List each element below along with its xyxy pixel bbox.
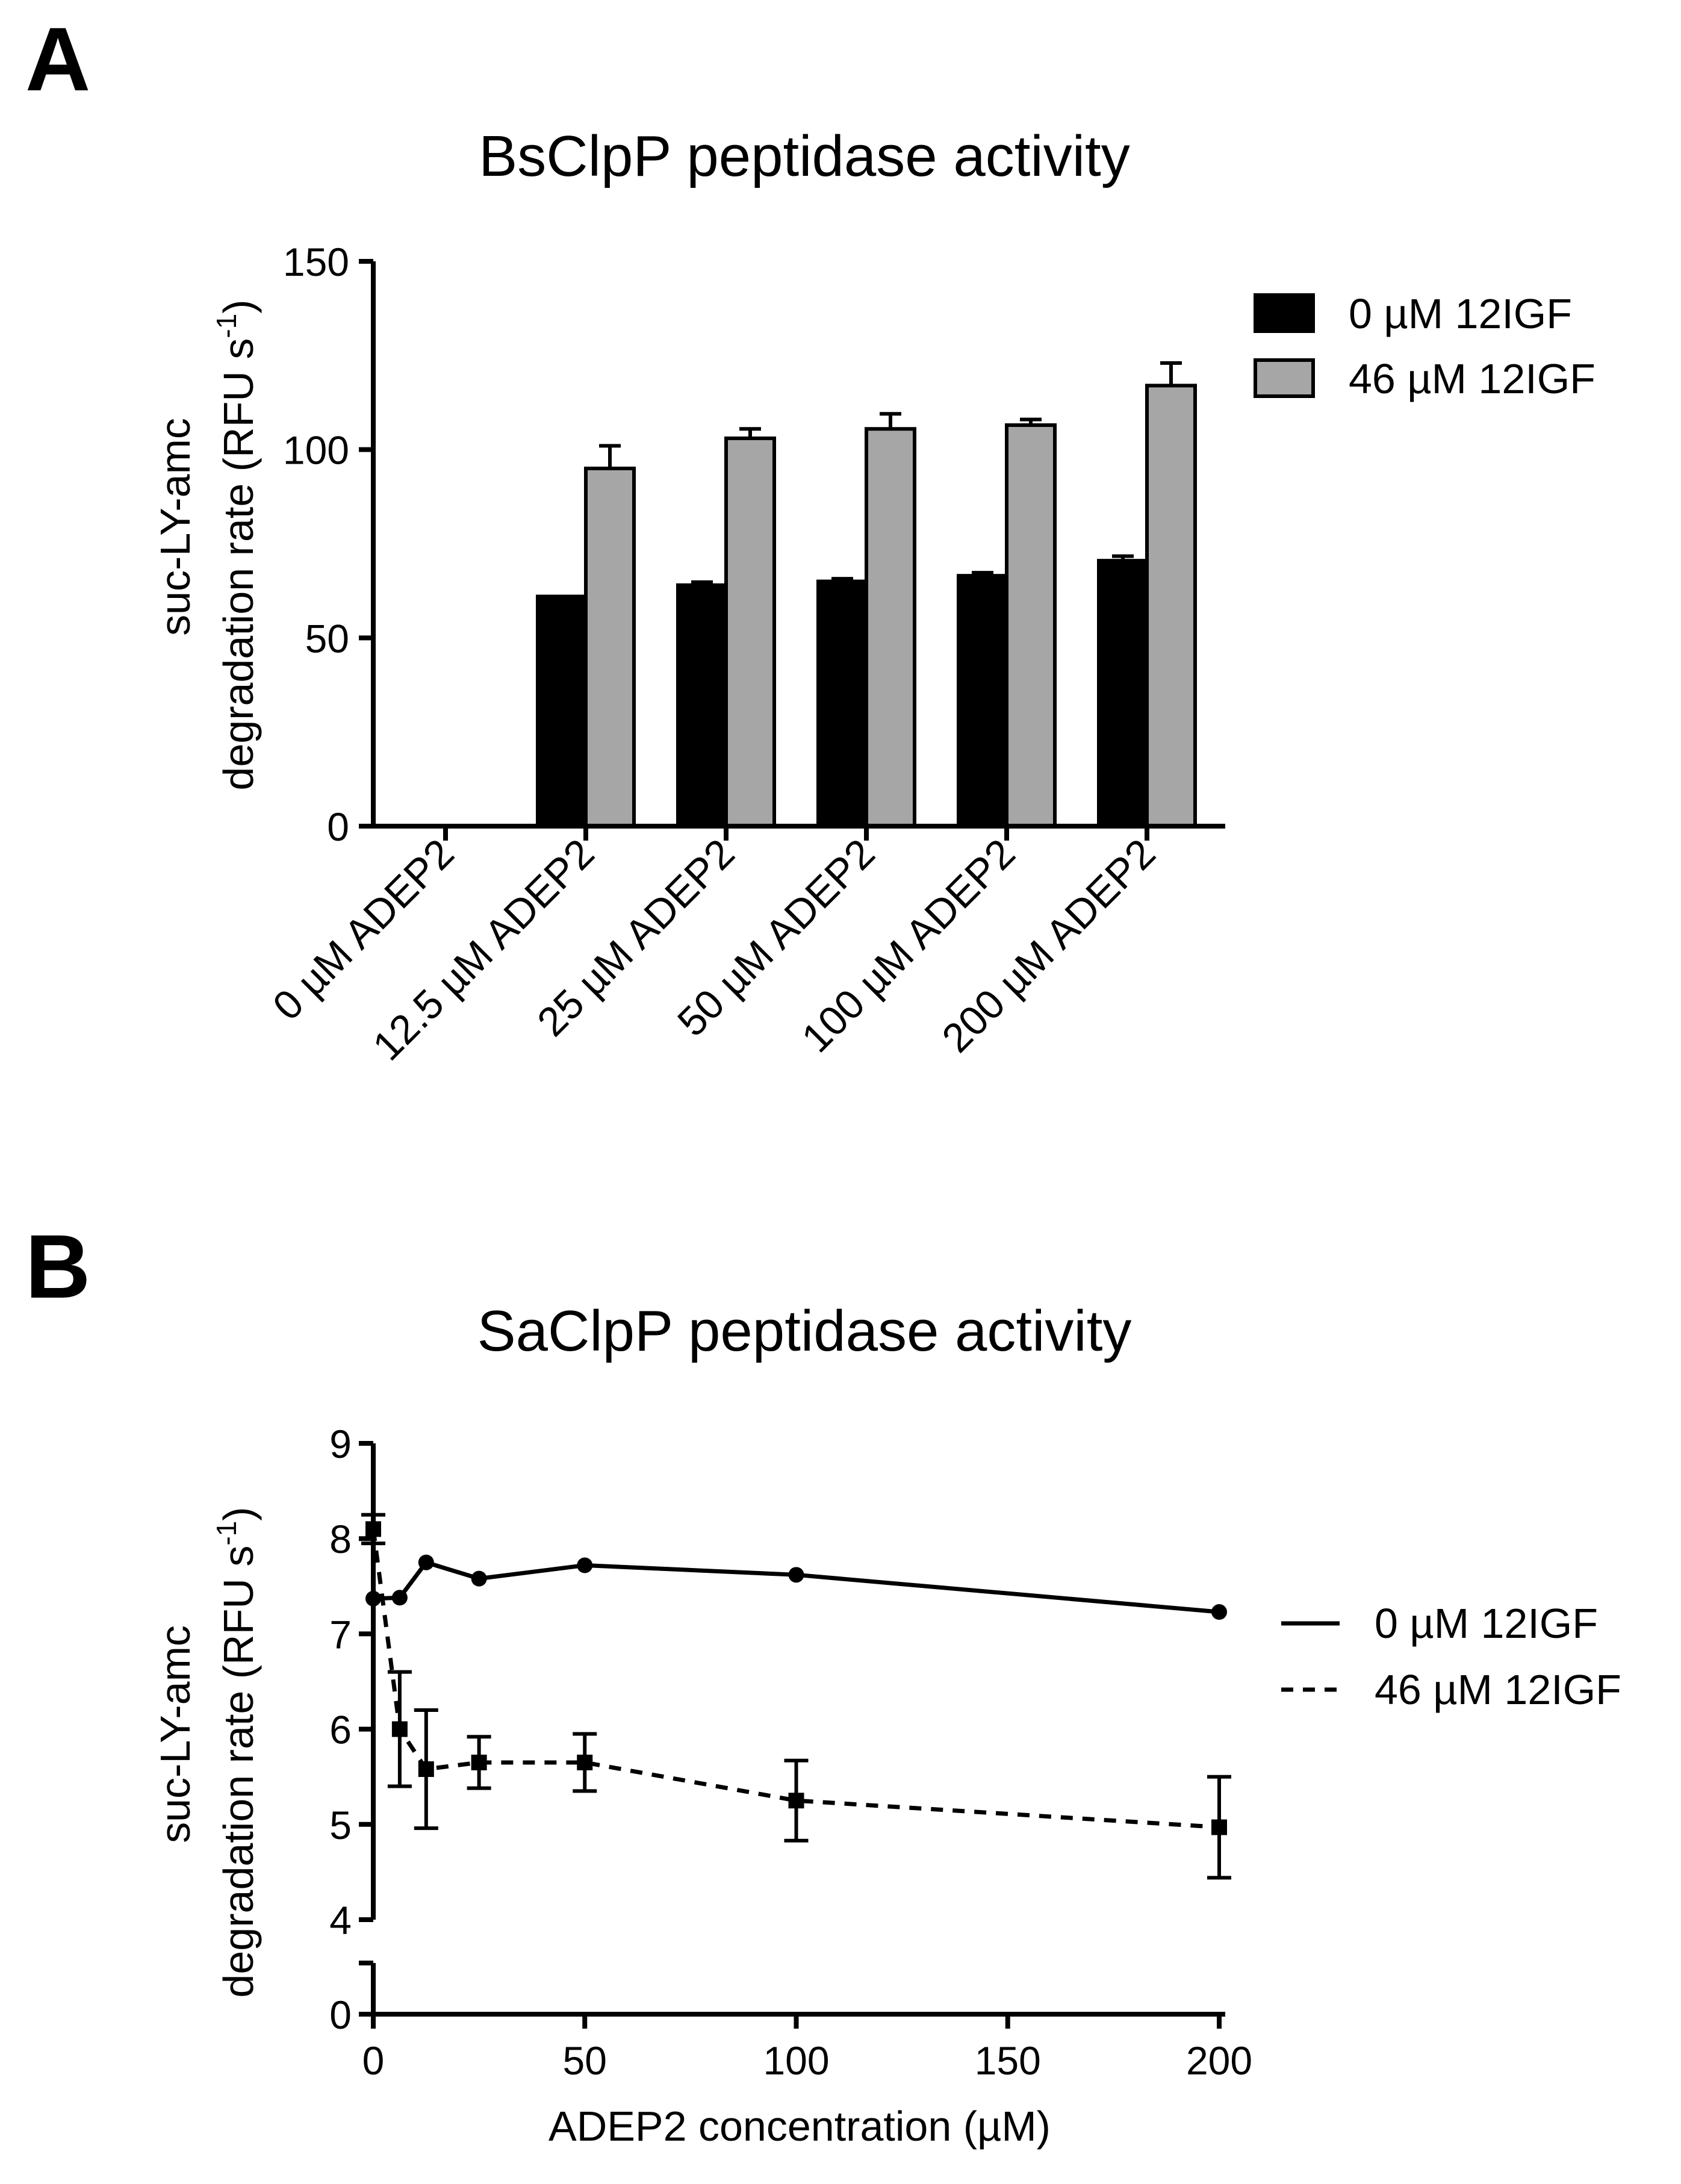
legend-a-swatch-0um: [1254, 293, 1315, 333]
panel-a: A BsClpP peptidase activity suc-LY-amc d…: [25, 8, 1596, 1069]
point-46um-6: [1211, 1819, 1227, 1835]
panel-b-x-tick-label-0: 0: [362, 2038, 385, 2083]
bar-46um-4: [1005, 423, 1057, 828]
panel-a-ylabel-line2: degradation rate (RFU s-1): [211, 299, 262, 790]
panel-b-ylabel-sup: -1: [211, 1521, 242, 1546]
panel-a-y-ticks: 0 50 100 150: [283, 240, 373, 849]
panel-b-ylabel-line1: suc-LY-amc: [152, 1625, 199, 1843]
panel-a-legend: 0 µM 12IGF 46 µM 12IGF: [1254, 290, 1596, 402]
panel-a-y-tick-label-100: 100: [283, 428, 349, 473]
panel-a-y-tick-label-150: 150: [283, 240, 349, 284]
panel-a-letter: A: [25, 8, 90, 110]
point-0um-3: [471, 1570, 487, 1587]
bar-0um-2: [676, 583, 728, 829]
bar-46um-5: [1145, 384, 1197, 828]
panel-b-y-tick-label-4: 4: [329, 1898, 352, 1943]
point-0um-4: [577, 1557, 593, 1573]
point-0um-5: [788, 1567, 804, 1583]
panel-a-ylabel-close: ): [215, 299, 262, 313]
panel-b-y-tick-label-7: 7: [329, 1612, 352, 1657]
panel-b-title: SaClpP peptidase activity: [477, 1299, 1132, 1363]
panel-b-x-tick-label-200: 200: [1186, 2038, 1252, 2083]
panel-b-y-axis-label: suc-LY-amc degradation rate (RFU s-1): [152, 1507, 262, 1997]
panel-a-y-axis-label: suc-LY-amc degradation rate (RFU s-1): [152, 299, 262, 790]
point-46um-4: [577, 1754, 593, 1770]
panel-a-bars: [536, 384, 1197, 829]
legend-a-swatch-46um: [1254, 358, 1315, 398]
panel-b-ylabel-line2: degradation rate (RFU s-1): [211, 1507, 262, 1997]
panel-a-title: BsClpP peptidase activity: [479, 124, 1129, 188]
panel-b-x-axis-label: ADEP2 concentration (µM): [548, 2103, 1051, 2150]
panel-b-x-tick-label-100: 100: [763, 2038, 829, 2083]
panel-b-y-tick-label-8: 8: [329, 1517, 352, 1561]
bar-0um-3: [816, 579, 868, 828]
bar-0um-4: [957, 574, 1008, 828]
panel-b-y-tick-label-0: 0: [329, 1993, 352, 2037]
bar-46um-1: [584, 466, 636, 828]
panel-b-x-tick-label-50: 50: [563, 2038, 607, 2083]
legend-a-label-46um: 46 µM 12IGF: [1349, 355, 1596, 402]
point-0um-0: [365, 1590, 381, 1607]
point-0um-1: [391, 1590, 408, 1606]
panel-a-ylabel-line1: suc-LY-amc: [152, 418, 199, 636]
legend-b-label-46um: 46 µM 12IGF: [1375, 1666, 1621, 1713]
legend-b-label-0um: 0 µM 12IGF: [1375, 1600, 1598, 1647]
bar-46um-3: [865, 427, 916, 828]
bar-0um-1: [536, 594, 588, 829]
panel-b-letter: B: [25, 1216, 90, 1317]
panel-a-y-tick-label-0: 0: [327, 804, 349, 849]
point-46um-2: [418, 1761, 434, 1778]
point-46um-3: [471, 1754, 487, 1770]
bar-46um-2: [724, 436, 776, 828]
panel-b-y-tick-label-6: 6: [329, 1708, 352, 1752]
point-0um-6: [1211, 1604, 1227, 1620]
panel-b-ylabel-main: degradation rate (RFU s: [215, 1546, 262, 1998]
panel-b-y-tick-label-9: 9: [329, 1422, 352, 1466]
panel-b-y-ticks: 0 4 5 6 7 8 9: [329, 1422, 373, 2037]
panel-a-ylabel-sup: -1: [211, 314, 242, 338]
legend-a-label-0um: 0 µM 12IGF: [1349, 290, 1572, 337]
panel-b-ylabel-close: ): [215, 1507, 262, 1520]
point-0um-2: [418, 1554, 434, 1570]
panel-b-y-tick-label-5: 5: [329, 1803, 352, 1847]
panel-a-error-bars: [599, 361, 1182, 585]
point-46um-1: [391, 1721, 408, 1737]
panel-b-legend: 0 µM 12IGF 46 µM 12IGF: [1281, 1600, 1621, 1713]
panel-b-x-ticks: 0 50 100 150 200: [362, 2014, 1252, 2083]
panel-b-x-tick-label-150: 150: [975, 2038, 1041, 2083]
bar-0um-5: [1097, 559, 1149, 828]
panel-b-plot-area: [361, 1513, 1231, 1880]
point-46um-5: [788, 1793, 804, 1809]
point-46um-0: [365, 1521, 381, 1537]
panel-b: B SaClpP peptidase activity suc-LY-amc d…: [25, 1216, 1621, 2150]
panel-a-ylabel-main: degradation rate (RFU s: [215, 338, 262, 791]
panel-a-y-tick-label-50: 50: [305, 616, 349, 661]
